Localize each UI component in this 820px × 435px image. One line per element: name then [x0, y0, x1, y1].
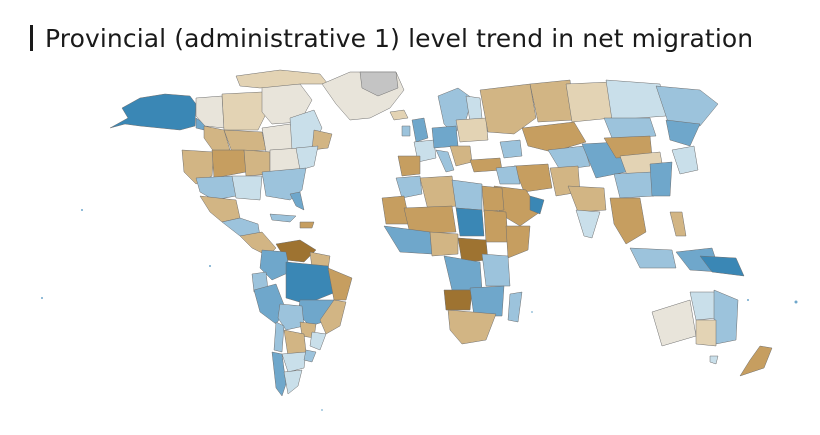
region-iberia	[397, 155, 421, 177]
island-dot	[41, 297, 43, 299]
region-chile-north	[273, 321, 285, 353]
region-brazil-south	[309, 331, 327, 351]
region-canada-nwt	[221, 91, 269, 131]
region-greenland-north	[359, 71, 399, 97]
region-new-guinea	[699, 255, 745, 277]
region-bolivia	[277, 303, 305, 331]
region-cuba	[269, 213, 297, 223]
region-korea-japan	[671, 145, 699, 175]
region-us-midwest	[269, 147, 301, 173]
region-us-mountain	[211, 149, 247, 179]
island-dot	[794, 300, 798, 304]
island-dot	[81, 209, 83, 211]
region-italy	[435, 149, 455, 173]
region-colombia	[259, 249, 291, 281]
island-dot	[747, 299, 749, 301]
region-australia-east	[713, 289, 739, 345]
region-central-asia	[547, 145, 591, 171]
region-russia-west	[479, 83, 537, 135]
region-madagascar	[507, 291, 523, 323]
region-russia-siberia-west	[565, 81, 613, 123]
region-canada-atlantic	[311, 129, 333, 151]
region-kazakhstan	[521, 121, 587, 153]
region-central-europe	[431, 125, 459, 149]
region-sudan	[483, 209, 509, 243]
region-iran	[513, 163, 553, 193]
region-india-south	[575, 209, 601, 239]
island-dot	[209, 265, 211, 267]
region-eastern-europe	[455, 117, 489, 143]
region-angola	[443, 289, 473, 311]
region-egypt	[481, 185, 505, 213]
region-alaska	[109, 93, 197, 131]
region-morocco	[395, 175, 423, 199]
region-china-central	[613, 171, 655, 199]
region-oman	[529, 195, 545, 215]
region-chad	[455, 207, 485, 237]
region-russia-far-east	[655, 85, 719, 127]
region-libya	[451, 179, 483, 211]
region-brazil-southeast	[319, 299, 347, 335]
region-iceland	[389, 109, 409, 121]
region-china-east	[649, 161, 673, 197]
region-us-florida	[289, 191, 305, 211]
page-title: Provincial (administrative 1) level tren…	[45, 23, 754, 53]
region-balkans	[449, 145, 473, 167]
region-india-north	[567, 185, 607, 213]
region-horn-of-africa	[505, 225, 531, 259]
region-argentina-central	[281, 351, 307, 373]
title-accent-bar	[30, 25, 33, 51]
region-russia-south-siberia	[603, 117, 657, 139]
region-uruguay	[303, 349, 317, 363]
region-new-zealand	[739, 345, 773, 377]
region-brazil-north	[285, 261, 337, 305]
land-regions	[109, 69, 773, 397]
region-algeria	[419, 175, 457, 211]
region-chile-south	[271, 351, 287, 397]
region-tasmania	[709, 355, 719, 365]
region-zambia-mozambique	[469, 285, 505, 317]
region-mexico-south	[221, 217, 261, 237]
region-patagonia	[283, 369, 303, 395]
title-row: Provincial (administrative 1) level tren…	[30, 20, 753, 56]
region-brazil-northeast	[327, 267, 353, 301]
region-uk	[411, 117, 429, 143]
region-finland	[465, 95, 483, 123]
world-map	[41, 69, 798, 411]
region-mexico-north	[199, 195, 241, 223]
region-hispaniola	[299, 221, 315, 229]
region-us-texas	[231, 175, 263, 201]
region-ireland	[401, 125, 411, 137]
region-canada-prairies	[223, 129, 267, 153]
region-canada-yukon	[195, 95, 225, 129]
island-dot	[531, 311, 533, 313]
region-us-southwest	[195, 175, 237, 201]
region-us-northeast	[295, 145, 319, 171]
region-philippines	[669, 211, 687, 237]
region-caucasus	[499, 139, 523, 159]
region-canada-arctic-islands	[235, 69, 329, 89]
region-russia-pacific	[665, 119, 701, 147]
region-mali-niger	[403, 205, 457, 235]
region-australia-west	[651, 299, 697, 347]
region-nigeria	[429, 231, 459, 257]
region-southern-africa	[447, 309, 497, 345]
region-iraq-syria	[495, 165, 521, 185]
region-east-africa	[481, 253, 511, 287]
island-dot	[321, 409, 323, 411]
region-indonesia-west	[629, 247, 677, 269]
region-australia-south	[695, 319, 717, 347]
small-islands	[41, 209, 798, 411]
region-southeast-asia	[609, 197, 647, 245]
